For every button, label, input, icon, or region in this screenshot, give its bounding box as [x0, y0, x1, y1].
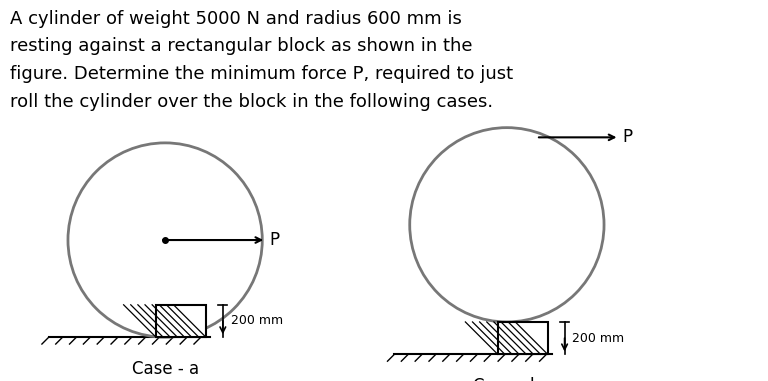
Ellipse shape [409, 128, 604, 322]
Bar [156, 305, 206, 337]
Text: P: P [623, 128, 633, 146]
Ellipse shape [68, 143, 263, 337]
Text: 200 mm: 200 mm [572, 331, 624, 345]
Text: resting against a rectangular block as shown in the: resting against a rectangular block as s… [10, 37, 472, 55]
Bar [498, 322, 548, 354]
Text: A cylinder of weight 5000 N and radius 600 mm is: A cylinder of weight 5000 N and radius 6… [10, 10, 462, 27]
Text: Case - a: Case - a [131, 360, 199, 378]
Text: Case - b: Case - b [473, 377, 541, 381]
Text: 200 mm: 200 mm [230, 314, 283, 328]
Text: roll the cylinder over the block in the following cases.: roll the cylinder over the block in the … [10, 93, 493, 111]
Text: P: P [270, 231, 280, 249]
Text: figure. Determine the minimum force P, required to just: figure. Determine the minimum force P, r… [10, 65, 513, 83]
